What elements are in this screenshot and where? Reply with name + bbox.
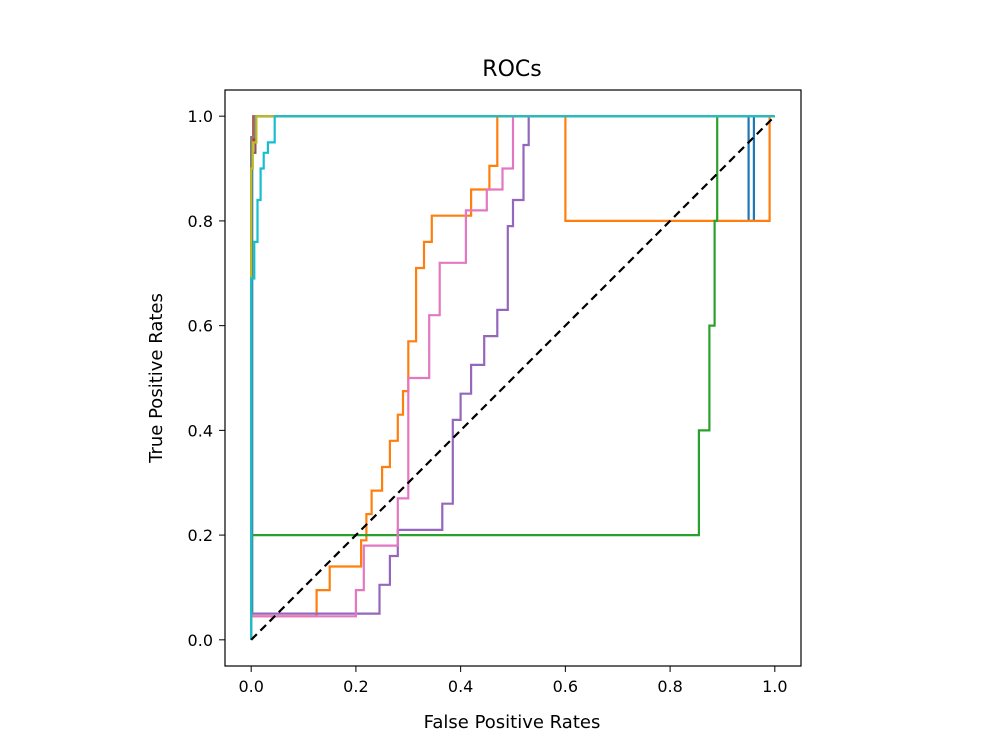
y-tick-label: 1.0 (188, 107, 213, 126)
roc-series-5 (250, 115, 775, 640)
x-tick-label: 0.4 (448, 677, 473, 696)
x-axis-label: False Positive Rates (424, 712, 601, 733)
y-tick-label: 0.6 (188, 317, 213, 336)
ticks-layer: 0.0 0.2 0.4 0.6 0.8 1.0 0.0 0.2 0.4 0.6 0.8 1.0 (188, 107, 788, 696)
x-tick-label: 0.8 (657, 677, 682, 696)
roc-series-10 (250, 115, 775, 640)
roc-series-9 (250, 115, 775, 640)
plot-frame (224, 89, 802, 667)
chance-diagonal-line (250, 115, 776, 641)
roc-series-7 (250, 115, 775, 640)
y-tick-label: 0.2 (188, 526, 213, 545)
series-layer (250, 115, 776, 641)
x-tick-label: 0.6 (553, 677, 578, 696)
y-axis-label: True Positive Rates (146, 293, 167, 464)
y-tick-label: 0.8 (188, 212, 213, 231)
x-tick-label: 1.0 (762, 677, 787, 696)
roc-series-2 (250, 115, 775, 640)
y-tick-label: 0.0 (188, 631, 213, 650)
chart-title: ROCs (482, 57, 541, 82)
y-tick-label: 0.4 (188, 421, 213, 440)
x-tick-label: 0.2 (343, 677, 368, 696)
x-tick-label: 0.0 (238, 677, 263, 696)
